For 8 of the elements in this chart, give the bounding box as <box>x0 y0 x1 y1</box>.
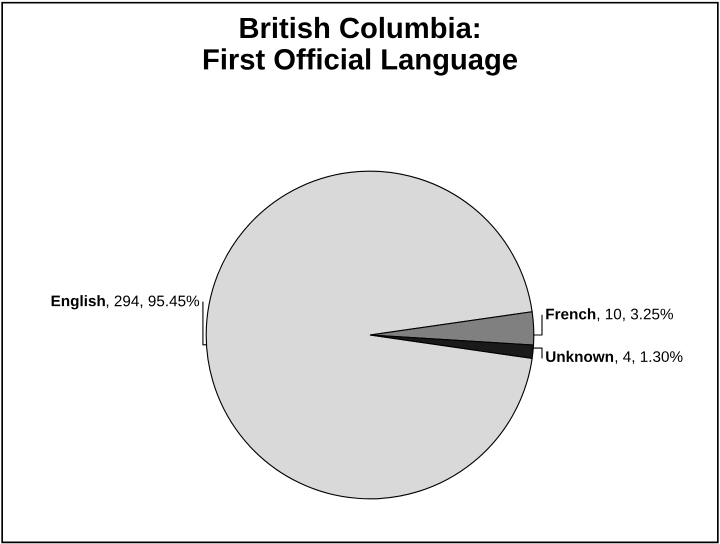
pie-slice <box>206 170 533 500</box>
chart-title: British Columbia: First Official Language <box>204 16 518 76</box>
slice-label: Unknown <box>546 350 614 362</box>
slice-label: French <box>546 308 596 320</box>
data-label: , 294, 95.45% <box>106 296 200 308</box>
slice-label: English <box>52 295 105 310</box>
data-label: , 10, 3.25% <box>598 308 674 322</box>
data-label: , 4, 1.30% <box>616 351 683 364</box>
